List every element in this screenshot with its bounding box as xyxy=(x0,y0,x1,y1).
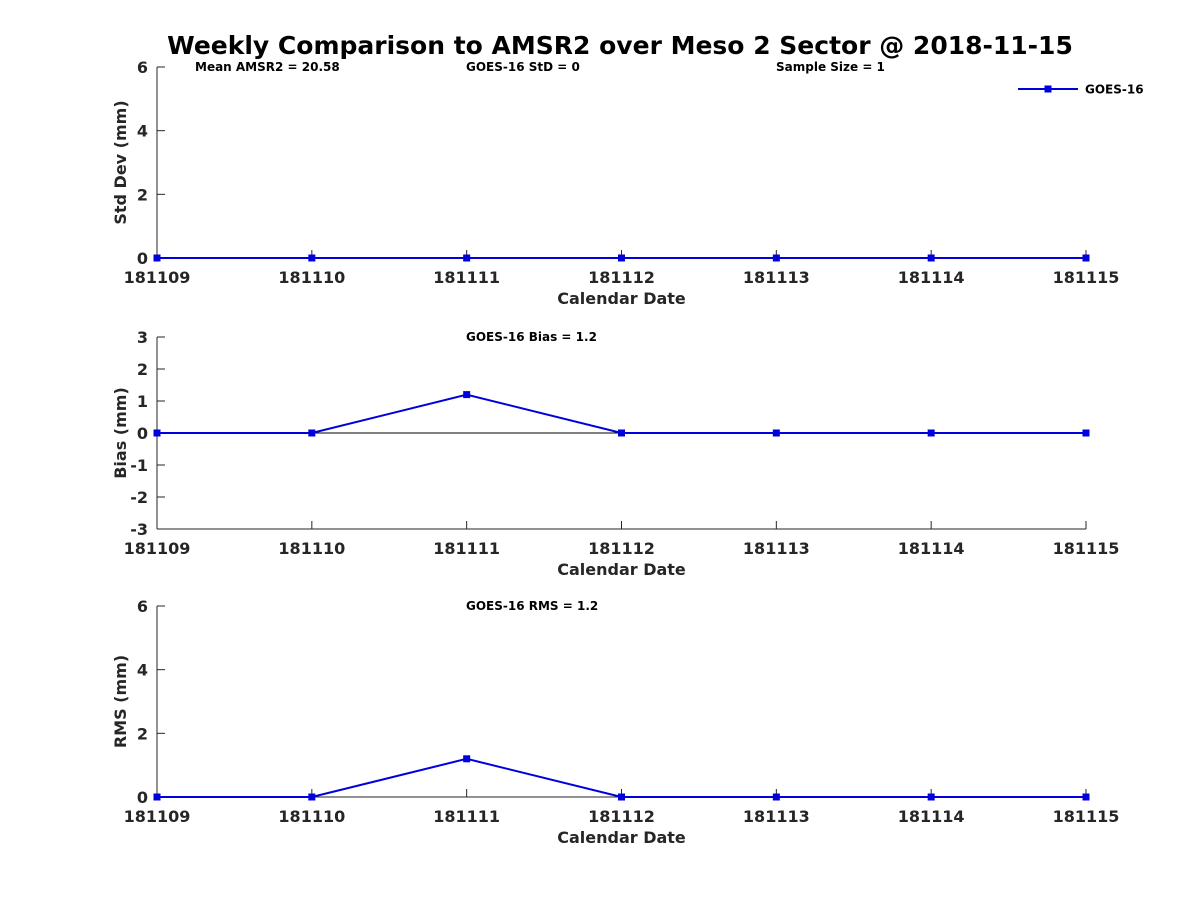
x-tick-label: 181112 xyxy=(588,268,655,287)
x-tick-label: 181109 xyxy=(124,807,191,826)
data-point xyxy=(1082,793,1090,801)
y-tick-label: 6 xyxy=(137,58,148,77)
x-tick-label: 181115 xyxy=(1053,539,1120,558)
y-tick-label: 6 xyxy=(137,597,148,616)
x-tick-label: 181111 xyxy=(433,268,500,287)
y-tick-label: 4 xyxy=(137,122,148,141)
x-tick-label: 181113 xyxy=(743,268,810,287)
x-tick-label: 181114 xyxy=(898,268,965,287)
x-tick-label: 181111 xyxy=(433,539,500,558)
data-point xyxy=(153,793,161,801)
data-point xyxy=(927,254,935,262)
x-tick-label: 181110 xyxy=(278,268,345,287)
x-axis-label: Calendar Date xyxy=(557,289,686,308)
x-tick-label: 181109 xyxy=(124,539,191,558)
y-tick-label: -1 xyxy=(130,456,148,475)
y-tick-label: 3 xyxy=(137,328,148,347)
x-tick-label: 181112 xyxy=(588,539,655,558)
legend-label: GOES-16 xyxy=(1085,83,1144,97)
annotation: GOES-16 StD = 0 xyxy=(466,60,580,74)
data-point xyxy=(772,793,780,801)
data-point xyxy=(1082,254,1090,262)
x-tick-label: 181115 xyxy=(1053,268,1120,287)
annotation: Mean AMSR2 = 20.58 xyxy=(195,60,340,74)
x-tick-label: 181114 xyxy=(898,807,965,826)
data-point xyxy=(308,254,316,262)
data-point xyxy=(927,429,935,437)
x-tick-label: 181115 xyxy=(1053,807,1120,826)
y-tick-label: 0 xyxy=(137,788,148,807)
figure-title: Weekly Comparison to AMSR2 over Meso 2 S… xyxy=(167,31,1073,60)
x-tick-label: 181109 xyxy=(124,268,191,287)
annotation: Sample Size = 1 xyxy=(776,60,885,74)
y-tick-label: -2 xyxy=(130,488,148,507)
data-point xyxy=(463,391,471,399)
data-point xyxy=(618,793,625,801)
x-tick-label: 181111 xyxy=(433,807,500,826)
y-tick-label: 2 xyxy=(137,360,148,379)
y-axis-label: Std Dev (mm) xyxy=(111,100,130,224)
y-tick-label: 4 xyxy=(137,661,148,680)
x-tick-label: 181114 xyxy=(898,539,965,558)
y-axis-label: RMS (mm) xyxy=(111,655,130,748)
x-axis-label: Calendar Date xyxy=(557,828,686,847)
panels: 0 2 4 6 181109 181110 181111 181112 181113 181114… xyxy=(111,58,1119,847)
x-tick-label: 181113 xyxy=(743,807,810,826)
data-point xyxy=(153,429,161,437)
data-point xyxy=(618,254,625,262)
x-tick-label: 181110 xyxy=(278,807,345,826)
data-point xyxy=(308,793,316,801)
x-tick-label: 181112 xyxy=(588,807,655,826)
x-axis-label: Calendar Date xyxy=(557,560,686,579)
y-tick-label: 0 xyxy=(137,249,148,268)
x-tick-label: 181110 xyxy=(278,539,345,558)
annotation: GOES-16 RMS = 1.2 xyxy=(466,599,598,613)
data-point xyxy=(618,429,625,437)
y-tick-label: 2 xyxy=(137,185,148,204)
annotation: GOES-16 Bias = 1.2 xyxy=(466,330,597,344)
y-tick-label: 0 xyxy=(137,424,148,443)
y-tick-label: 1 xyxy=(137,392,148,411)
legend-marker xyxy=(1044,85,1052,93)
data-point xyxy=(153,254,161,262)
data-point xyxy=(463,254,471,262)
y-tick-label: 2 xyxy=(137,724,148,743)
data-point xyxy=(1082,429,1090,437)
data-point xyxy=(772,254,780,262)
data-point xyxy=(927,793,935,801)
data-point xyxy=(308,429,316,437)
y-axis-label: Bias (mm) xyxy=(111,387,130,479)
y-tick-label: -3 xyxy=(130,520,148,539)
series-line xyxy=(157,393,1086,434)
legend: GOES-16 xyxy=(1018,83,1144,97)
x-tick-label: 181113 xyxy=(743,539,810,558)
data-point xyxy=(463,755,471,763)
data-point xyxy=(772,429,780,437)
